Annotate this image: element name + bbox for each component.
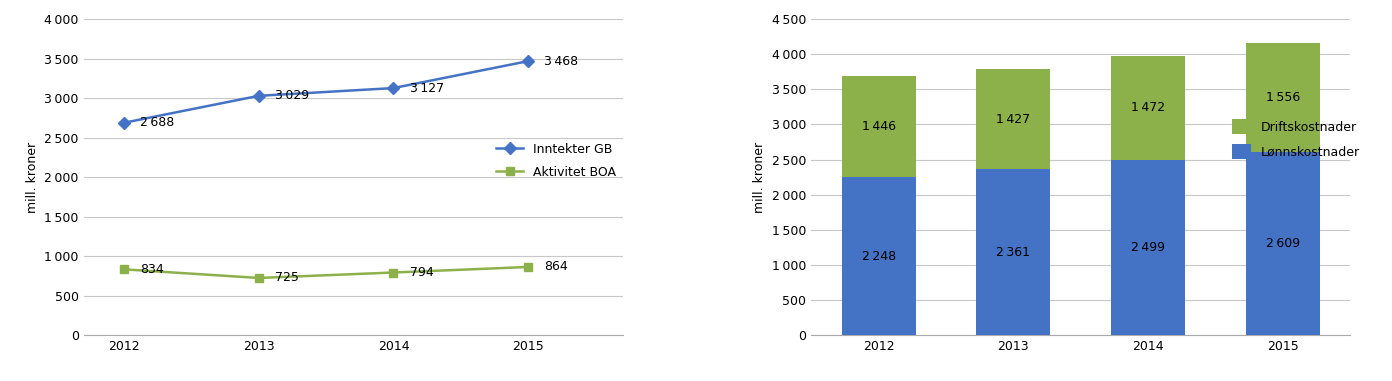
Inntekter GB bbox=[386, 86, 402, 90]
Text: 3 029: 3 029 bbox=[274, 89, 309, 102]
Text: 1 446: 1 446 bbox=[862, 120, 895, 133]
Bar bbox=[1246, 152, 1320, 335]
Text: 2 688: 2 688 bbox=[141, 116, 174, 129]
Text: 2 499: 2 499 bbox=[1132, 241, 1165, 254]
Bar bbox=[1111, 160, 1185, 335]
Text: 725: 725 bbox=[274, 272, 299, 285]
Text: 1 472: 1 472 bbox=[1132, 101, 1165, 114]
Text: 1 556: 1 556 bbox=[1265, 91, 1300, 104]
Bar bbox=[976, 69, 1051, 170]
Inntekter GB bbox=[251, 93, 267, 98]
Aktivitet BOA bbox=[116, 267, 132, 272]
Bar bbox=[976, 170, 1051, 335]
Text: 2 248: 2 248 bbox=[862, 250, 895, 263]
Text: 794: 794 bbox=[409, 266, 433, 279]
Text: 3 468: 3 468 bbox=[544, 54, 579, 67]
Y-axis label: mill. kroner: mill. kroner bbox=[25, 142, 39, 213]
Text: 834: 834 bbox=[141, 263, 164, 276]
Aktivitet BOA bbox=[519, 265, 536, 269]
Y-axis label: mill. kroner: mill. kroner bbox=[753, 142, 767, 213]
Bar bbox=[1111, 56, 1185, 160]
Text: 2 609: 2 609 bbox=[1265, 237, 1300, 250]
Inntekter GB bbox=[116, 120, 132, 125]
Legend: Driftskostnader, Lønnskostnader: Driftskostnader, Lønnskostnader bbox=[1228, 114, 1366, 165]
Inntekter GB bbox=[519, 59, 536, 63]
Text: 3 127: 3 127 bbox=[409, 82, 444, 94]
Text: 2 361: 2 361 bbox=[997, 246, 1030, 259]
Text: 864: 864 bbox=[544, 261, 568, 274]
Bar bbox=[842, 177, 916, 335]
Text: 1 427: 1 427 bbox=[997, 113, 1030, 126]
Bar bbox=[842, 76, 916, 177]
Line: Inntekter GB: Inntekter GB bbox=[120, 57, 532, 127]
Line: Aktivitet BOA: Aktivitet BOA bbox=[120, 263, 532, 282]
Legend: Inntekter GB, Aktivitet BOA: Inntekter GB, Aktivitet BOA bbox=[496, 143, 617, 179]
Aktivitet BOA bbox=[386, 270, 402, 275]
Bar bbox=[1246, 43, 1320, 152]
Aktivitet BOA bbox=[251, 276, 267, 280]
